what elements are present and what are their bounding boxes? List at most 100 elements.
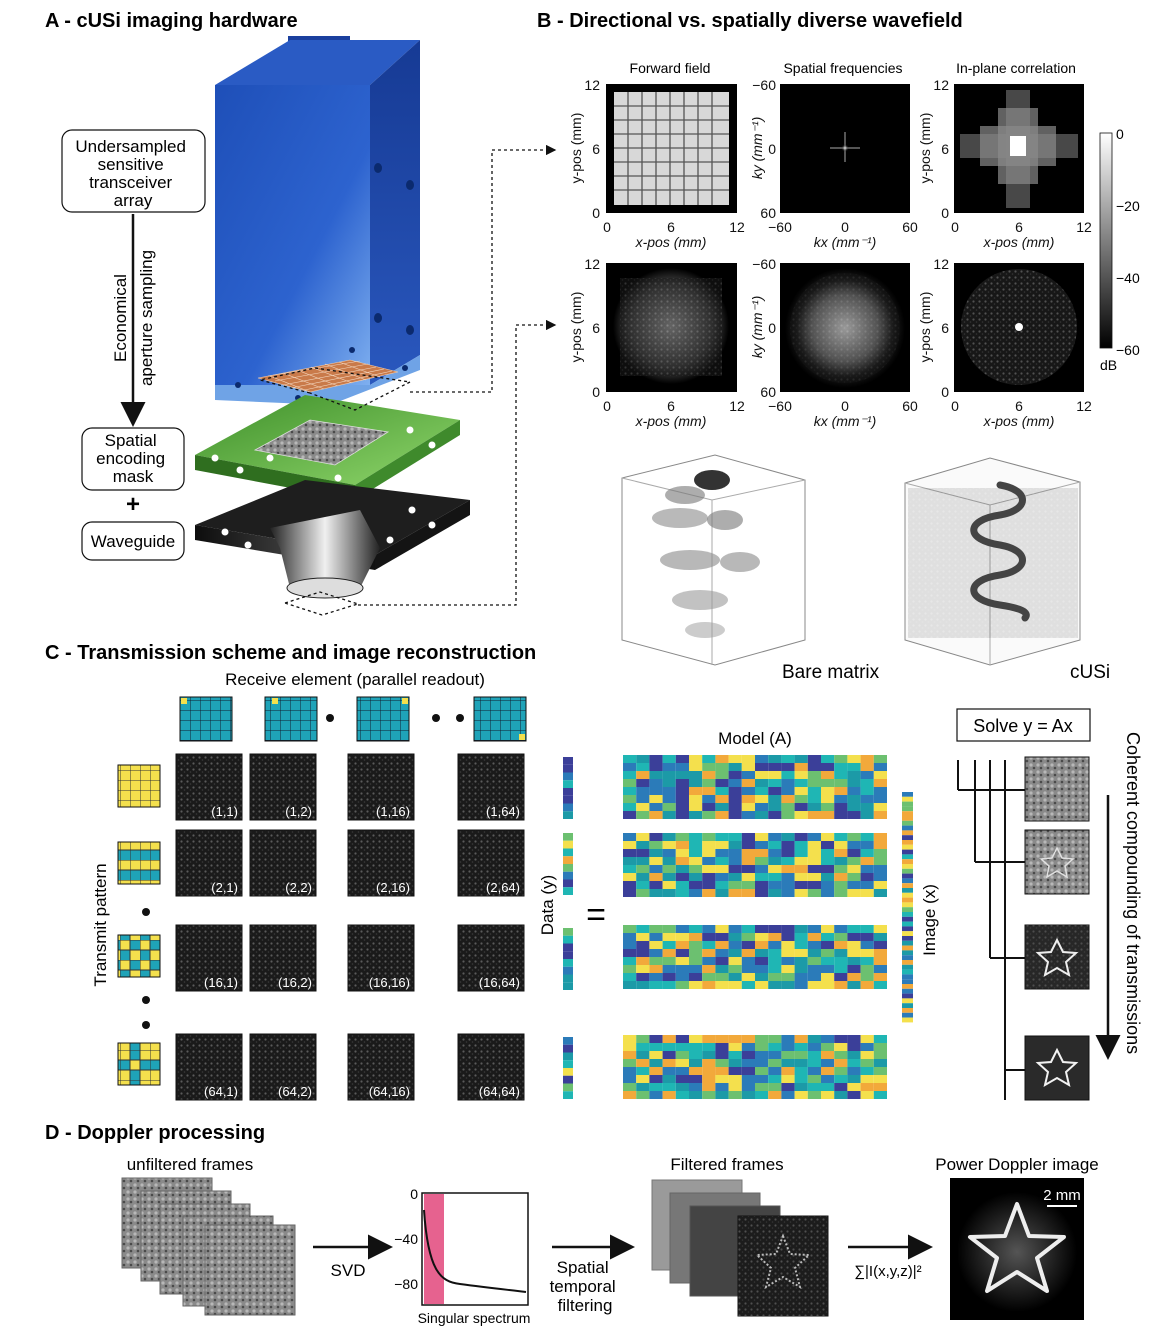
r2c1-ylabel: y-pos (mm) <box>568 292 584 363</box>
r2c1-xtick-6: 6 <box>667 398 675 414</box>
image-vector-cell <box>902 936 913 941</box>
array-label-line-2: sensitive <box>98 155 164 174</box>
model-matrix-cell <box>847 1067 861 1075</box>
cell-16-16 <box>347 924 415 992</box>
model-matrix-cell <box>794 957 808 965</box>
model-matrix-cell <box>755 811 769 819</box>
model-matrix-cell <box>807 949 821 957</box>
model-matrix-cell <box>662 1067 676 1075</box>
model-matrix-cell <box>623 941 637 949</box>
model-matrix-cell <box>847 795 861 803</box>
model-matrix-cell <box>873 787 887 795</box>
model-matrix-cell <box>821 965 835 973</box>
model-matrix-cell <box>728 787 742 795</box>
model-matrix-cell <box>821 933 835 941</box>
spectrum-xlabel: Singular spectrum <box>418 1310 531 1326</box>
model-matrix-cell <box>662 779 676 787</box>
image-vector-cell <box>902 984 913 989</box>
model-matrix-cell <box>649 857 663 865</box>
model-matrix-cell <box>728 1035 742 1043</box>
model-matrix-cell <box>860 1067 874 1075</box>
r1c2-ylabel: ky (mm⁻¹) <box>749 117 765 180</box>
r2c2-xtick-left: −60 <box>768 398 792 414</box>
power-doppler-label: Power Doppler image <box>935 1155 1098 1174</box>
model-matrix-cell <box>675 1091 689 1099</box>
model-matrix-cell <box>860 803 874 811</box>
model-matrix-cell <box>807 889 821 897</box>
model-matrix-cell <box>649 873 663 881</box>
model-matrix-cell <box>755 881 769 889</box>
image-vector-cell <box>902 801 913 807</box>
model-matrix-cell <box>847 1035 861 1043</box>
svg-text:(64,2): (64,2) <box>278 1084 312 1099</box>
image-vector-cell <box>902 868 913 874</box>
model-matrix-cell <box>675 941 689 949</box>
model-matrix-cell <box>873 981 887 989</box>
model-matrix-cell <box>768 771 782 779</box>
model-matrix-cell <box>755 1075 769 1083</box>
model-matrix-cell <box>649 811 663 819</box>
model-matrix-cell <box>768 881 782 889</box>
model-matrix-cell <box>807 795 821 803</box>
model-matrix-cell <box>768 787 782 795</box>
image-vector-cell <box>902 835 913 840</box>
model-matrix-cell <box>741 841 755 849</box>
cell-2-1 <box>175 829 243 897</box>
model-matrix-cell <box>873 881 887 889</box>
model-matrix-cell <box>834 873 848 881</box>
image-vector-cell <box>902 806 913 812</box>
model-matrix-cell <box>702 1075 716 1083</box>
model-matrix-cell <box>768 973 782 981</box>
model-matrix-cell <box>755 1083 769 1091</box>
model-matrix-cell <box>715 755 729 763</box>
r1c2-ytick-mid: 0 <box>768 141 776 157</box>
model-matrix-cell <box>860 1059 874 1067</box>
model-matrix-cell <box>755 795 769 803</box>
model-matrix-cell <box>715 881 729 889</box>
model-matrix-cell <box>768 873 782 881</box>
model-matrix-cell <box>873 949 887 957</box>
r2c3-xtick-0: 0 <box>951 398 959 414</box>
model-matrix-cell <box>623 965 637 973</box>
array-label-box <box>61 129 206 213</box>
model-matrix-cell <box>873 857 887 865</box>
model-matrix-cell <box>675 795 689 803</box>
colorbar-tick-0: 0 <box>1116 126 1124 142</box>
model-matrix-cell <box>702 925 716 933</box>
model-matrix-cell <box>834 1067 848 1075</box>
data-vector-cell <box>563 928 573 936</box>
svg-text:(64,1): (64,1) <box>204 1084 238 1099</box>
model-matrix-cell <box>847 779 861 787</box>
panel-b: B - Directional vs. spatially diverse wa… <box>537 10 1140 683</box>
model-matrix-cell <box>873 771 887 779</box>
data-vector-cell <box>563 887 573 895</box>
model-matrix-cell <box>821 857 835 865</box>
model-matrix-cell <box>715 795 729 803</box>
svg-text:Spatial temporal f: Spatial temporal filtering <box>550 1258 621 1315</box>
model-matrix-cell <box>741 1059 755 1067</box>
r2c2-ylabel: ky (mm⁻¹) <box>749 296 765 359</box>
r2c1-xtick-0: 0 <box>603 398 611 414</box>
model-matrix-cell <box>636 1083 650 1091</box>
model-matrix-cell <box>834 957 848 965</box>
model-matrix-cell <box>781 811 795 819</box>
array-label-line-4: array <box>114 191 153 210</box>
model-matrix-cell <box>781 973 795 981</box>
model-matrix-cell <box>675 1067 689 1075</box>
model-matrix-cell <box>636 771 650 779</box>
model-matrix-cell <box>821 873 835 881</box>
model-matrix-cell <box>768 779 782 787</box>
model-matrix-cell <box>702 865 716 873</box>
transmit-icon-2 <box>117 841 161 885</box>
model-matrix-cell <box>649 889 663 897</box>
model-matrix-cell <box>755 803 769 811</box>
model-matrix-cell <box>649 833 663 841</box>
model-matrix-cell <box>860 841 874 849</box>
model-matrix-cell <box>728 1067 742 1075</box>
model-matrix-cell <box>794 841 808 849</box>
model-matrix-cell <box>821 755 835 763</box>
model-matrix-cell <box>807 873 821 881</box>
panel-b-title: B - Directional vs. spatially diverse wa… <box>537 10 963 32</box>
model-matrix-cell <box>662 1043 676 1051</box>
model-matrix-cell <box>834 857 848 865</box>
